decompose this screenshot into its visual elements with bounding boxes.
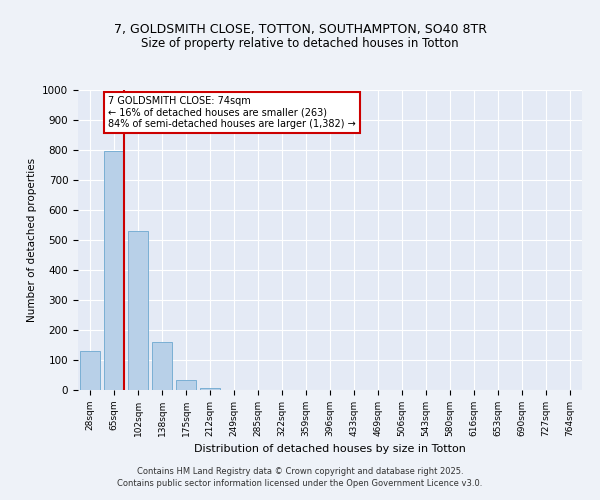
Bar xyxy=(176,380,196,390)
Bar xyxy=(80,351,100,390)
Bar xyxy=(128,231,148,390)
Bar xyxy=(104,151,124,390)
Text: 7 GOLDSMITH CLOSE: 74sqm
← 16% of detached houses are smaller (263)
84% of semi-: 7 GOLDSMITH CLOSE: 74sqm ← 16% of detach… xyxy=(108,96,356,129)
Bar xyxy=(152,342,172,390)
Text: 7, GOLDSMITH CLOSE, TOTTON, SOUTHAMPTON, SO40 8TR: 7, GOLDSMITH CLOSE, TOTTON, SOUTHAMPTON,… xyxy=(113,22,487,36)
Y-axis label: Number of detached properties: Number of detached properties xyxy=(26,158,37,322)
Text: Contains HM Land Registry data © Crown copyright and database right 2025.
Contai: Contains HM Land Registry data © Crown c… xyxy=(118,466,482,487)
Bar xyxy=(200,388,220,390)
Text: Size of property relative to detached houses in Totton: Size of property relative to detached ho… xyxy=(141,38,459,51)
X-axis label: Distribution of detached houses by size in Totton: Distribution of detached houses by size … xyxy=(194,444,466,454)
